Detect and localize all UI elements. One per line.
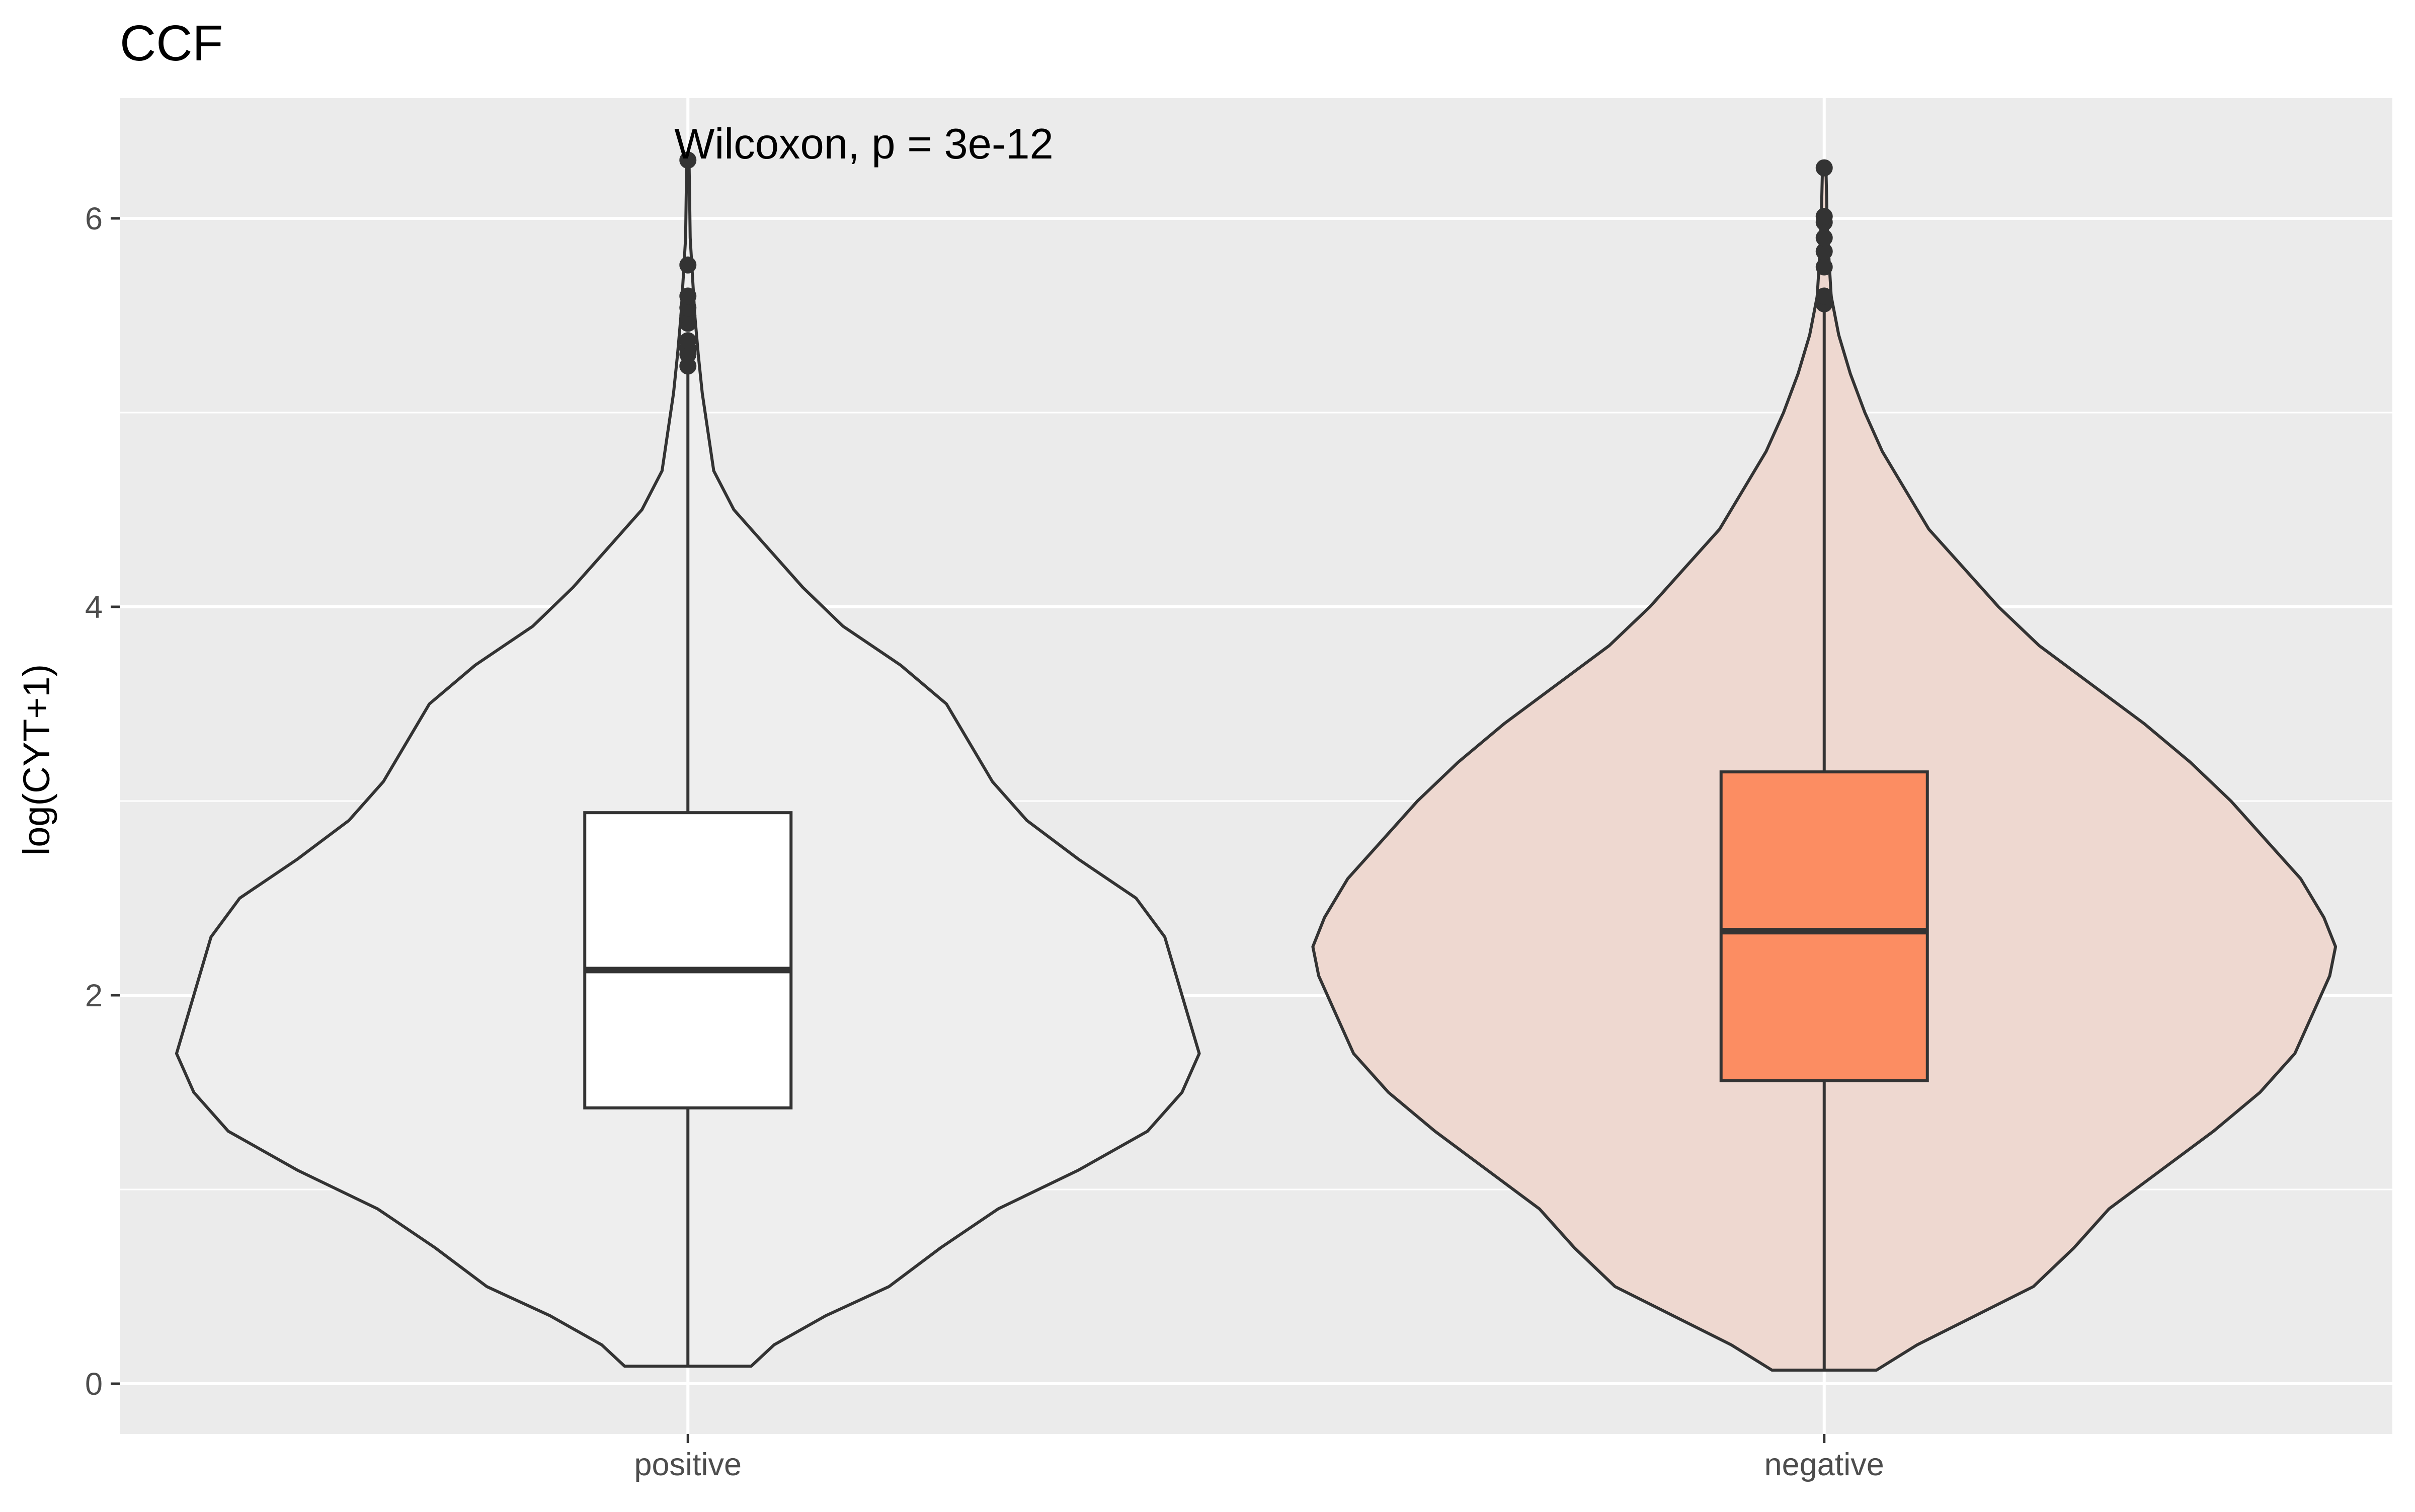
y-tick-label: 4 — [85, 590, 103, 625]
outlier-point — [679, 151, 697, 169]
chart-title: CCF — [120, 15, 223, 71]
outlier-point — [1815, 287, 1833, 305]
outlier-point — [1815, 229, 1833, 247]
y-axis: 0 2 4 6 — [85, 201, 120, 1402]
outlier-point — [1815, 258, 1833, 276]
outlier-point — [1815, 159, 1833, 177]
x-tick-label: positive — [634, 1447, 742, 1482]
y-tick-label: 6 — [85, 201, 103, 236]
group-positive: positive — [175, 151, 1201, 1482]
y-tick-label: 2 — [85, 978, 103, 1013]
outlier-point — [1815, 208, 1833, 225]
outlier-point — [1815, 243, 1833, 260]
box-negative — [1719, 770, 1929, 1082]
y-axis-title: log(CYT+1) — [16, 664, 57, 855]
y-tick-label: 0 — [85, 1367, 103, 1402]
outlier-point — [679, 256, 697, 274]
outlier-point — [679, 287, 697, 305]
group-negative: negative — [1311, 159, 2338, 1482]
outlier-point — [679, 332, 697, 350]
box-positive — [583, 811, 793, 1109]
x-tick-label: negative — [1764, 1447, 1884, 1482]
wilcoxon-annotation: Wilcoxon, p = 3e-12 — [674, 120, 1054, 168]
